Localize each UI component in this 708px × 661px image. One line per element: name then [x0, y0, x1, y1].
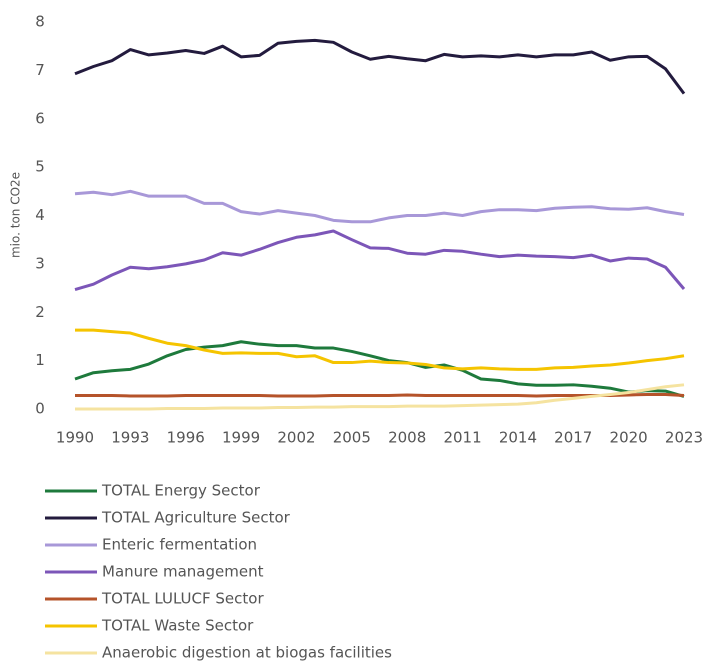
series-line	[74, 189, 685, 224]
legend-label: Manure management	[102, 563, 264, 581]
y-tick-label: 4	[35, 206, 45, 224]
legend-label: TOTAL Waste Sector	[101, 617, 254, 635]
y-tick-label: 7	[35, 61, 45, 79]
series-line	[74, 38, 686, 95]
x-tick-label: 2005	[333, 429, 371, 447]
y-tick-label: 6	[35, 109, 45, 127]
x-tick-label: 1996	[167, 429, 205, 447]
legend-label: TOTAL LULUCF Sector	[101, 590, 264, 608]
legend-label: Enteric fermentation	[102, 536, 257, 554]
y-tick-label: 5	[35, 158, 45, 176]
legend-label: TOTAL Agriculture Sector	[101, 509, 291, 527]
x-tick-label: 1990	[56, 429, 94, 447]
series-line	[74, 340, 685, 398]
y-tick-label: 3	[35, 254, 45, 272]
y-tick-label: 1	[35, 351, 45, 369]
y-tick-label: 8	[35, 13, 45, 31]
series-line	[75, 383, 685, 411]
y-tick-label: 0	[35, 400, 45, 418]
x-tick-label: 1993	[111, 429, 149, 447]
series-line	[74, 229, 686, 291]
x-tick-label: 2014	[499, 429, 537, 447]
legend-label: TOTAL Energy Sector	[101, 482, 261, 500]
x-tick-label: 1999	[222, 429, 260, 447]
x-tick-label: 2017	[554, 429, 592, 447]
x-tick-label: 2002	[277, 429, 315, 447]
x-tick-label: 2023	[665, 429, 703, 447]
series-line	[75, 328, 685, 371]
x-tick-label: 2008	[388, 429, 426, 447]
series-line	[75, 392, 685, 398]
x-tick-label: 2020	[610, 429, 648, 447]
legend-label: Anaerobic digestion at biogas facilities	[102, 644, 392, 661]
y-tick-label: 2	[35, 303, 45, 321]
y-axis-label: mio. ton CO2e	[9, 172, 23, 258]
x-tick-label: 2011	[443, 429, 481, 447]
